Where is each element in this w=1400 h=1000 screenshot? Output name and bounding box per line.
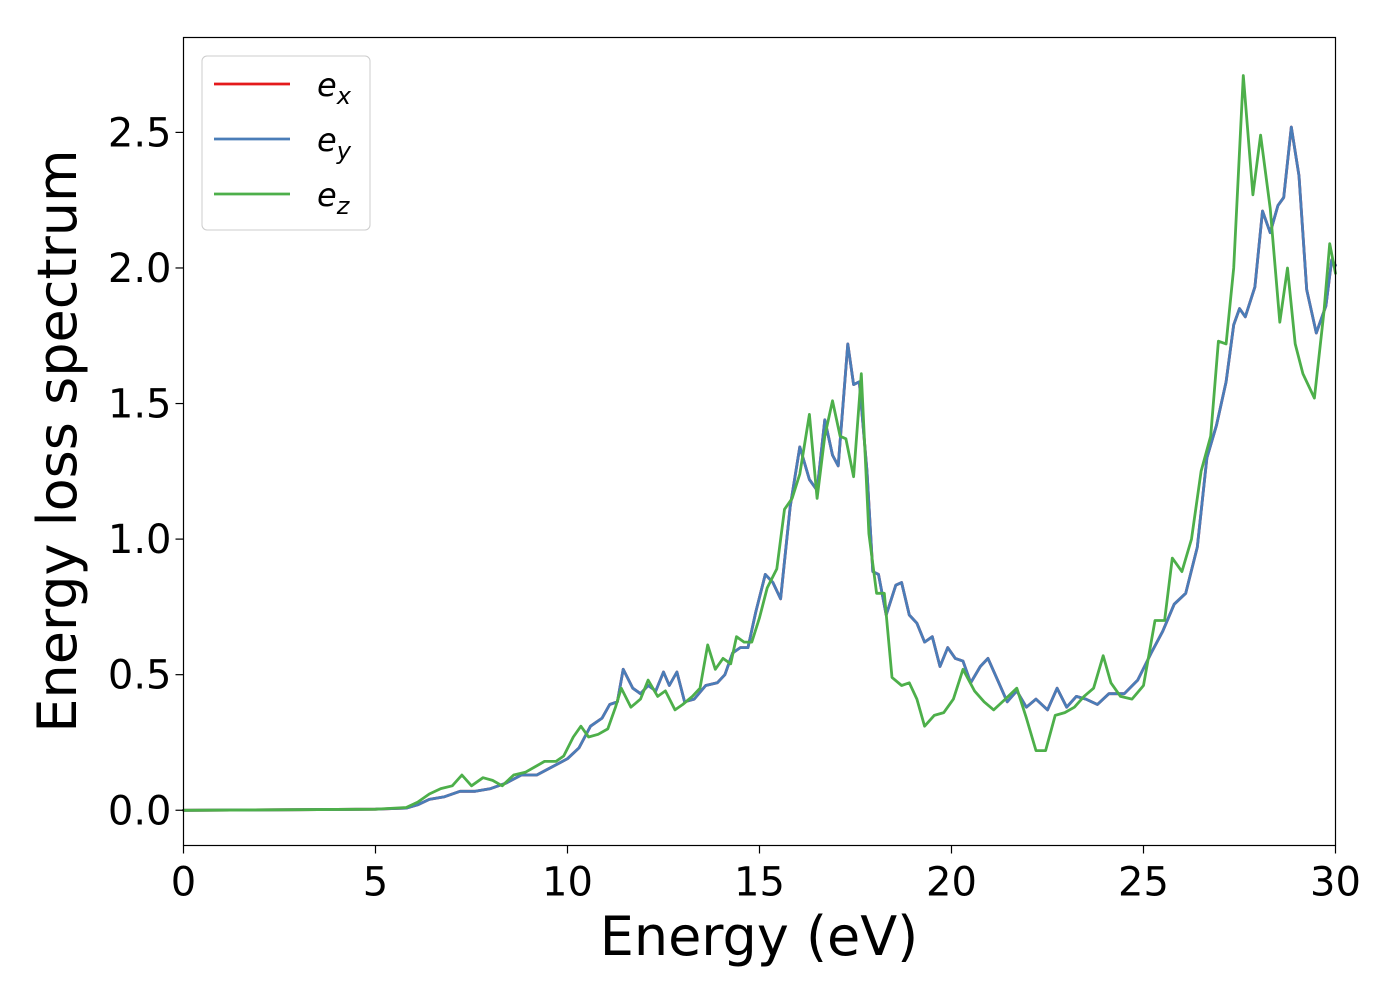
- x-axis: 0 5 10 15 20 25 30: [171, 845, 1361, 906]
- legend-label-e-y: ey: [317, 121, 352, 165]
- x-tick-label: 25: [1118, 860, 1169, 906]
- y-axis: 0.0 0.5 1.0 1.5 2.0 2.5: [108, 110, 184, 834]
- x-tick-label: 20: [926, 860, 977, 906]
- legend: ex ey ez: [201, 55, 371, 231]
- x-axis-title: Energy (eV): [600, 905, 919, 968]
- series-line-e-z: [182, 74, 1337, 812]
- y-tick-label: 2.0: [108, 246, 172, 292]
- legend-label-e-z: ez: [317, 176, 351, 220]
- plot-area: [182, 74, 1337, 812]
- y-tick-label: 2.5: [108, 110, 172, 156]
- y-tick-label: 1.0: [108, 517, 172, 563]
- x-tick-label: 10: [542, 860, 593, 906]
- y-tick-label: 0.5: [108, 653, 172, 699]
- series-line-e-y: [182, 125, 1337, 812]
- y-tick-label: 1.5: [108, 382, 172, 428]
- x-tick-label: 15: [734, 860, 785, 906]
- y-axis-title: Energy loss spectrum: [26, 149, 89, 732]
- x-tick-label: 0: [171, 860, 196, 906]
- legend-box: [201, 55, 371, 231]
- x-tick-label: 5: [363, 860, 388, 906]
- legend-label-e-x: ex: [317, 66, 352, 110]
- y-tick-label: 0.0: [108, 788, 172, 834]
- x-tick-label: 30: [1310, 860, 1361, 906]
